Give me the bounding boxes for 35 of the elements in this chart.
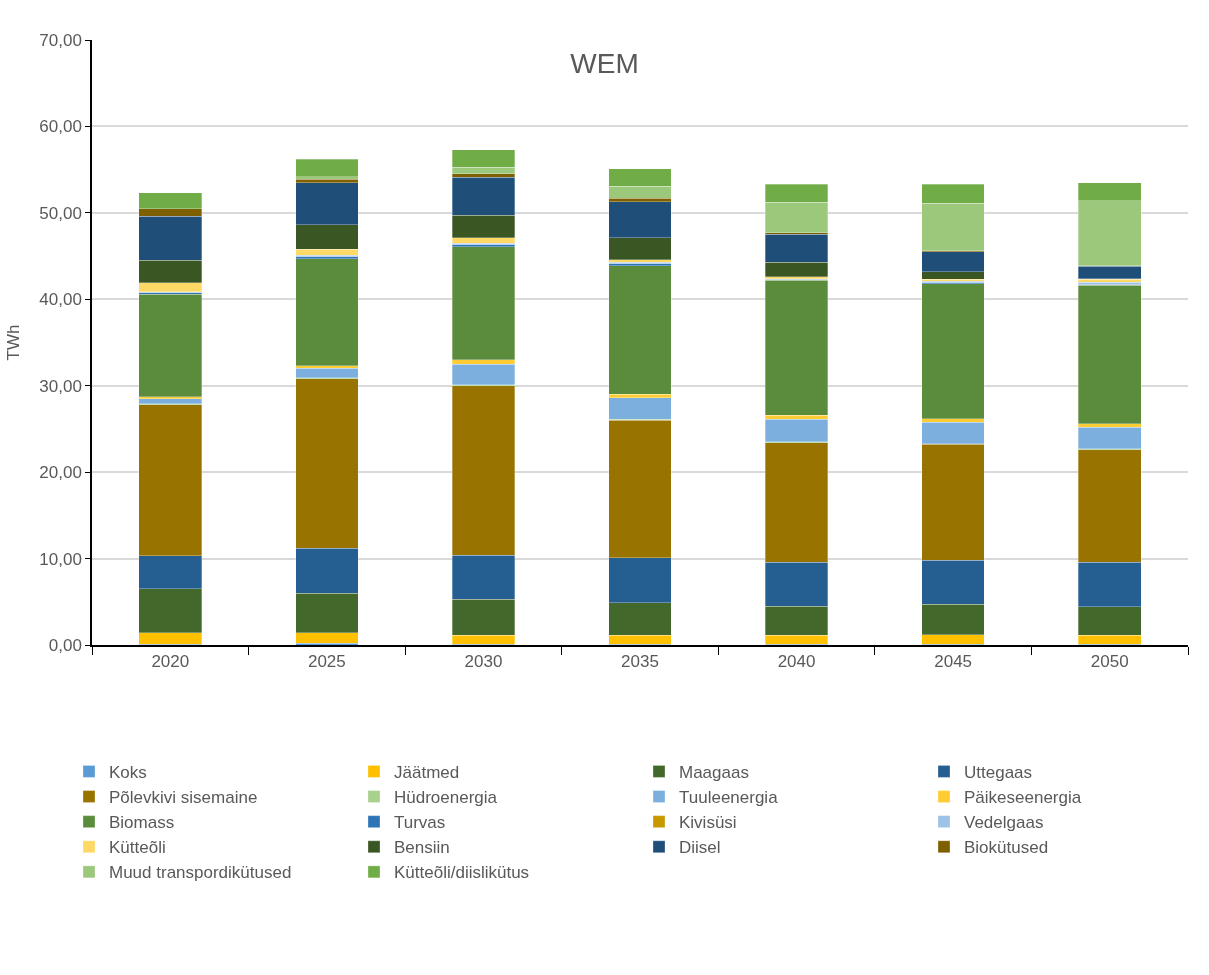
y-tick-label: 20,00 — [39, 463, 82, 483]
x-tick-label: 2035 — [621, 652, 659, 672]
legend-label: Turvas — [394, 813, 446, 833]
y-tick-label: 10,00 — [39, 549, 82, 569]
y-tick-label: 60,00 — [39, 117, 82, 137]
legend-label: Biokütused — [964, 838, 1049, 858]
legend-label: Päikeseenergia — [964, 788, 1082, 808]
y-tick-label: 30,00 — [39, 376, 82, 396]
y-tick-label: 50,00 — [39, 203, 82, 223]
legend-label: Koks — [109, 763, 147, 783]
legend-label: Hüdroenergia — [394, 788, 498, 808]
legend-label: Tuuleenergia — [679, 788, 779, 808]
x-tick-label: 2030 — [464, 652, 503, 672]
legend-label: Jäätmed — [394, 763, 460, 783]
chart-title: WEM — [570, 48, 639, 80]
legend-label: Vedelgaas — [964, 813, 1044, 833]
legend-label: Biomass — [109, 813, 175, 833]
y-tick-label: 70,00 — [39, 30, 82, 50]
x-tick-label: 2025 — [307, 652, 346, 672]
legend-label: Bensiin — [394, 838, 450, 858]
legend-label: Diisel — [679, 838, 721, 858]
y-tick-label: 40,00 — [39, 290, 82, 310]
legend-label: Kütteõli — [109, 838, 166, 858]
legend-label: Muud transpordikütused — [109, 863, 292, 883]
y-tick-label: 0,00 — [48, 635, 82, 655]
legend-label: Põlevkivi sisemaine — [109, 788, 258, 808]
legend-label: Kütteõli/diislikütus — [394, 863, 530, 883]
legend-label: Uttegaas — [964, 763, 1033, 783]
x-tick-label: 2040 — [777, 652, 816, 672]
legend-label: Maagaas — [679, 763, 749, 783]
x-tick-label: 2020 — [151, 652, 190, 672]
x-tick-label: 2045 — [934, 652, 973, 672]
x-tick-label: 2050 — [1090, 652, 1129, 672]
y-axis-title: TWh — [4, 324, 24, 361]
legend-label: Kivisüsi — [679, 813, 737, 833]
